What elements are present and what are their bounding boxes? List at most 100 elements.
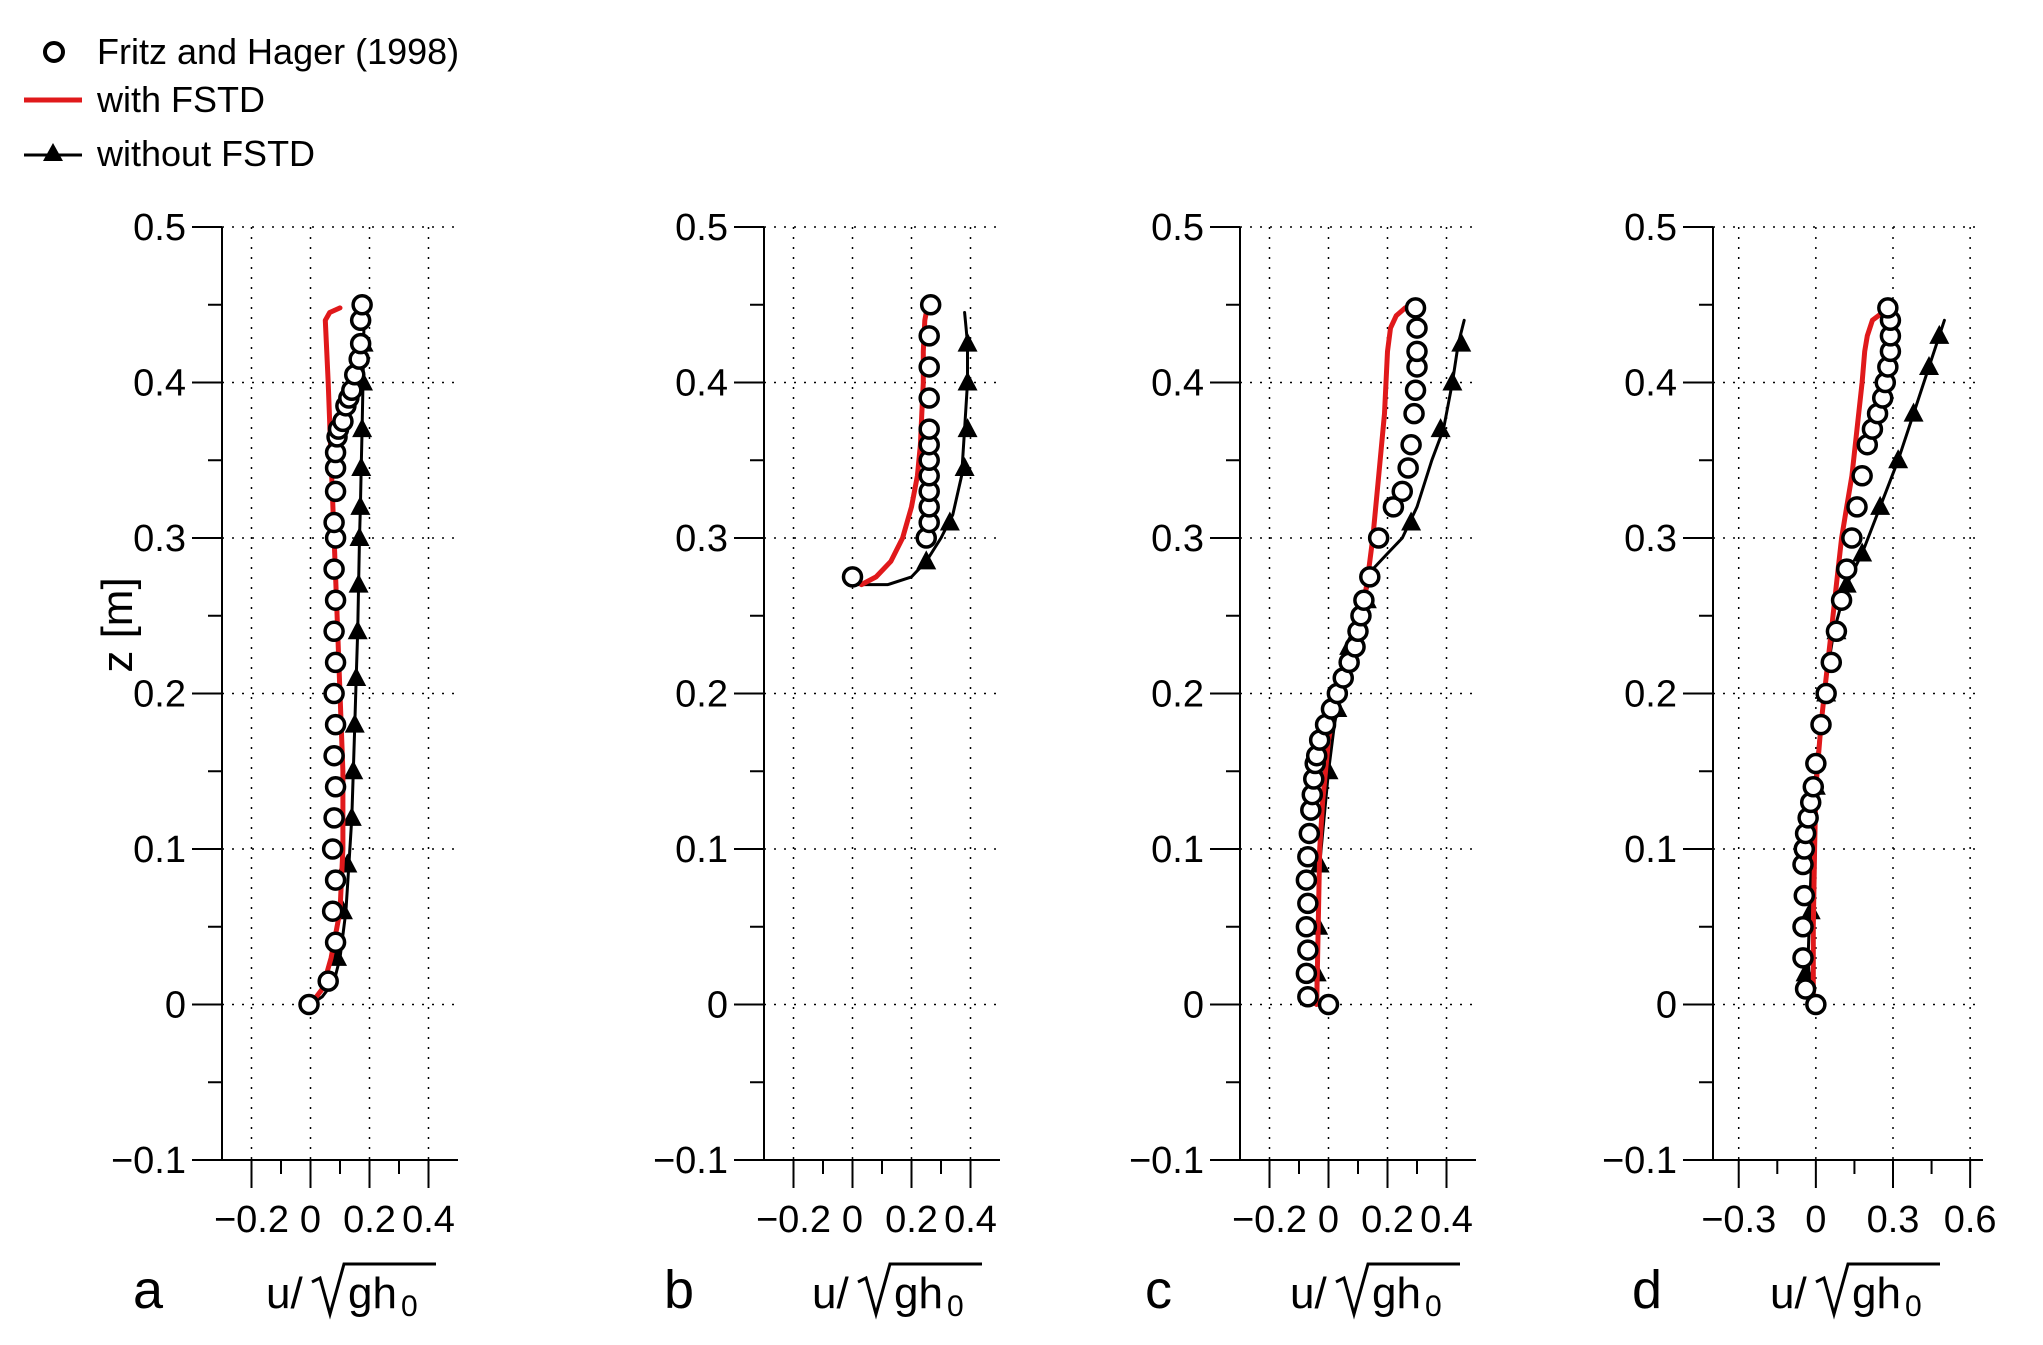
circle-marker-experiment (1846, 496, 1868, 518)
y-tick-label: −0.1 (1602, 1140, 1677, 1182)
triangle-marker-without-fstd (350, 495, 371, 515)
triangle-marker-without-fstd (344, 713, 365, 733)
circle-marker-experiment (1297, 939, 1319, 961)
x-tick-label: 0 (300, 1199, 321, 1241)
panel-b: −0.100.10.20.30.40.5−0.2 0 0.2 0.4 b u/ gh … (653, 207, 1000, 1323)
triangle-marker-without-fstd (1795, 962, 1816, 982)
triangle-marker-without-fstd (341, 806, 362, 826)
panel-letter-c: c (1145, 1260, 1172, 1320)
y-tick-label: 0.1 (133, 829, 186, 871)
triangle-marker-without-fstd (1836, 573, 1857, 593)
x-tick-label: 0.6 (1944, 1199, 1997, 1241)
triangle-marker-without-fstd (1430, 418, 1451, 438)
svg-text:u/: u/ (812, 1269, 849, 1318)
y-tick-label: −0.1 (1129, 1140, 1204, 1182)
triangle-marker-without-fstd (352, 418, 373, 438)
svg-text:u/: u/ (266, 1269, 303, 1318)
y-tick-label: −0.1 (653, 1140, 728, 1182)
svg-text:gh: gh (348, 1269, 397, 1318)
svg-text:0: 0 (401, 1290, 418, 1323)
circle-marker-experiment (1841, 527, 1863, 549)
circle-marker-experiment (323, 511, 345, 534)
circle-marker-experiment (1298, 822, 1321, 845)
legend-label-without-fstd: without FSTD (96, 133, 315, 174)
panel-letter-b: b (664, 1260, 694, 1320)
series-line-with-fstd (1314, 302, 1417, 1007)
triangle-marker-without-fstd (1919, 355, 1939, 375)
triangle-marker-without-fstd (346, 666, 367, 686)
axes: −0.100.10.20.30.40.5−0.2 0 0.2 0.4 (1129, 207, 1476, 1241)
circle-marker-experiment (324, 869, 347, 891)
triangle-marker-without-fstd (957, 418, 978, 438)
circle-marker-experiment (918, 325, 940, 347)
triangle-marker-without-fstd (1903, 402, 1924, 422)
circle-marker-experiment (324, 589, 347, 611)
y-tick-label: 0 (1183, 985, 1204, 1027)
y-tick-label: 0.4 (675, 363, 728, 405)
x-axis-label: u/ gh 0 (812, 1262, 982, 1323)
x-tick-label: 0.4 (402, 1199, 455, 1241)
y-tick-label: 0.4 (1151, 363, 1204, 405)
circle-marker-experiment (1297, 892, 1319, 915)
circle-marker-experiment (918, 356, 940, 378)
circle-marker-experiment (1295, 962, 1318, 985)
triangle-marker-without-fstd (1852, 542, 1873, 562)
circle-marker-experiment (1793, 884, 1816, 907)
circle-marker-experiment (841, 566, 864, 588)
legend-circle-marker (43, 41, 65, 63)
circle-marker-experiment (1295, 869, 1318, 891)
y-axis-label: z [m] (93, 577, 142, 672)
svg-text:0: 0 (1425, 1290, 1442, 1323)
y-tick-label: 0 (1656, 985, 1677, 1027)
data-series (298, 294, 374, 1016)
circle-marker-experiment (1400, 433, 1422, 456)
y-tick-label: 0.3 (675, 518, 728, 560)
y-tick-label: 0.3 (133, 518, 186, 560)
triangle-marker-without-fstd (343, 760, 364, 780)
y-tick-label: 0.4 (133, 363, 186, 405)
x-tick-label: 0 (842, 1199, 863, 1241)
triangle-marker-without-fstd (957, 371, 978, 391)
x-tick-label: 0.2 (885, 1199, 938, 1241)
circle-marker-experiment (1317, 993, 1340, 1016)
circle-marker-experiment (349, 332, 372, 355)
data-series (1792, 297, 1950, 1016)
svg-text:gh: gh (1852, 1269, 1901, 1318)
y-tick-label: 0.5 (675, 207, 728, 249)
panel-d: −0.1 0 0.1 0.2 0.3 0.4 0.5 −0.3 0 0.3 0.6 d u/ gh … (1602, 207, 1997, 1323)
circle-marker-experiment (1404, 379, 1427, 402)
circle-marker-experiment (323, 558, 345, 580)
x-tick-label: 0.2 (343, 1199, 396, 1241)
circle-marker-experiment (918, 387, 940, 409)
legend: Fritz and Hager (1998) with FSTD without… (24, 31, 459, 174)
circle-marker-experiment (1397, 457, 1419, 479)
circle-marker-experiment (1391, 480, 1413, 503)
circle-marker-experiment (1805, 752, 1827, 775)
circle-marker-experiment (1794, 978, 1817, 1000)
circle-marker-experiment (1297, 846, 1319, 868)
y-tick-label: 0.5 (1624, 207, 1677, 249)
circle-marker-experiment (1353, 589, 1375, 611)
svg-text:gh: gh (894, 1269, 943, 1318)
triangle-marker-without-fstd (939, 511, 960, 531)
circle-marker-experiment (1825, 620, 1848, 643)
y-tick-label: 0.2 (133, 674, 186, 716)
x-tick-label: −0.2 (214, 1199, 289, 1241)
triangle-marker-without-fstd (349, 527, 370, 546)
data-series (1295, 297, 1472, 1016)
panel-letter-d: d (1632, 1260, 1662, 1320)
svg-text:gh: gh (1372, 1269, 1421, 1318)
circle-marker-experiment (1382, 496, 1405, 518)
y-tick-label: 0.1 (675, 829, 728, 871)
axes: −0.100.10.20.30.40.5−0.2 0 0.2 0.4 (653, 207, 1000, 1241)
x-tick-label: −0.2 (1232, 1199, 1307, 1241)
y-tick-label: 0.2 (1151, 674, 1204, 716)
circle-marker-experiment (1830, 589, 1853, 611)
circle-marker-experiment (351, 294, 373, 316)
x-tick-label: 0.4 (944, 1199, 997, 1241)
circle-marker-experiment (321, 838, 344, 860)
triangle-marker-without-fstd (954, 457, 975, 477)
circle-marker-experiment (324, 480, 347, 503)
circle-marker-experiment (1802, 776, 1825, 798)
axes: −0.100.10.20.30.40.5−0.2 0 0.2 0.4 (111, 207, 458, 1241)
